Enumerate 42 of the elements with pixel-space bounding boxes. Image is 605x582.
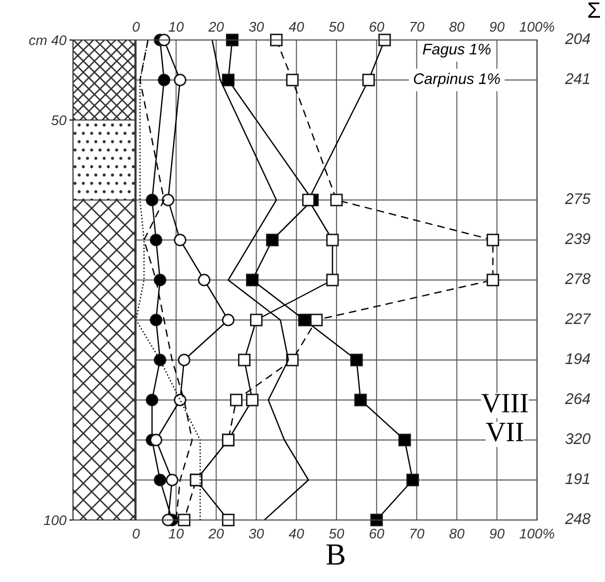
x2-tick-label: 30 [248, 22, 264, 32]
text: 194 [565, 353, 590, 364]
text: 248 [564, 513, 590, 524]
x2-tick-label: 80 [449, 22, 464, 32]
x-tick-label: 70 [410, 528, 424, 539]
x2-tick-label: 70 [410, 22, 424, 32]
text: B [326, 544, 344, 565]
text: 239 [564, 233, 590, 244]
annotation: Fagus 1% [422, 44, 491, 58]
text: 227 [564, 313, 592, 324]
x2-tick-label: 50 [329, 22, 344, 32]
text: 320 [565, 433, 590, 444]
text: 278 [564, 273, 590, 284]
text: 191 [565, 473, 590, 484]
x2-tick-label: 60 [370, 22, 384, 32]
y-tick-label: cm 40 [29, 35, 66, 46]
x-tick-label: 10 [168, 528, 184, 539]
annotation: Carpinus 1% [414, 72, 500, 88]
x-tick-label: 0 [132, 528, 140, 539]
text: Σ [588, 2, 600, 18]
x-tick-label: 90 [490, 528, 505, 539]
x2-tick-label: 10 [168, 22, 184, 32]
x2-tick-label: 20 [208, 22, 224, 32]
text: 204 [564, 33, 590, 44]
y-tick-label: 100 [44, 515, 66, 526]
annotation: VII [486, 422, 524, 442]
x-tick-label: 40 [288, 528, 304, 539]
y-tick-label: 50 [51, 115, 66, 126]
x-tick-label: 50 [329, 528, 344, 539]
x2-tick-label: 90 [490, 22, 505, 32]
text: 241 [564, 73, 590, 84]
x-tick-label: 30 [248, 528, 264, 539]
text: 264 [564, 393, 590, 404]
x-tick-label: 80 [449, 528, 464, 539]
annotation: VIII [481, 394, 528, 413]
x2-tick-label: 100% [520, 22, 554, 32]
x2-tick-label: 0 [132, 22, 140, 32]
x-tick-label: 20 [208, 528, 224, 539]
x2-tick-label: 40 [288, 22, 304, 32]
text: 275 [564, 193, 591, 204]
x-tick-label: 100% [520, 528, 554, 539]
x-tick-label: 60 [370, 528, 384, 539]
